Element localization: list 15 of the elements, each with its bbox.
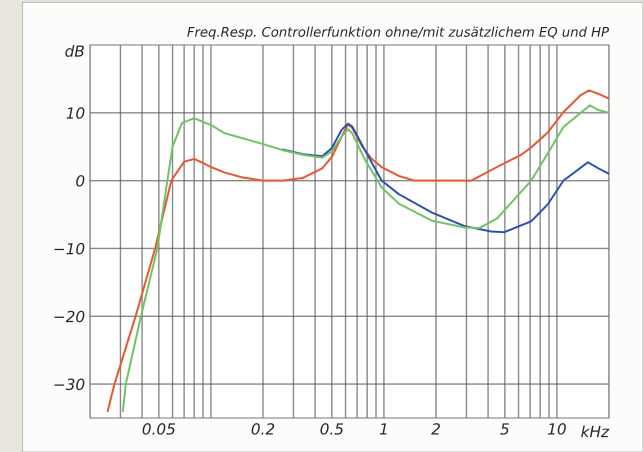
x-tick-label: 2 [431,423,440,434]
x-axis-title: kHz [581,425,610,438]
y-tick-label: −30 [54,378,84,390]
y-axis-title: dB [65,45,84,57]
x-tick-label: 0.2 [252,423,274,435]
y-tick-label: 0 [76,175,84,187]
x-tick-label: 0.05 [142,423,176,435]
x-tick-label: 0.5 [320,423,344,435]
y-tick-label: 10 [66,107,84,119]
x-tick-label: 1 [380,423,386,434]
x-tick-label: 10 [548,423,566,435]
x-tick-label: 5 [500,423,509,435]
y-tick-label: −20 [54,310,84,322]
chart-title: Freq.Resp. Controllerfunktion ohne/mit zusätzlichem EQ und HP [187,26,609,40]
y-tick-label: −10 [54,242,84,254]
